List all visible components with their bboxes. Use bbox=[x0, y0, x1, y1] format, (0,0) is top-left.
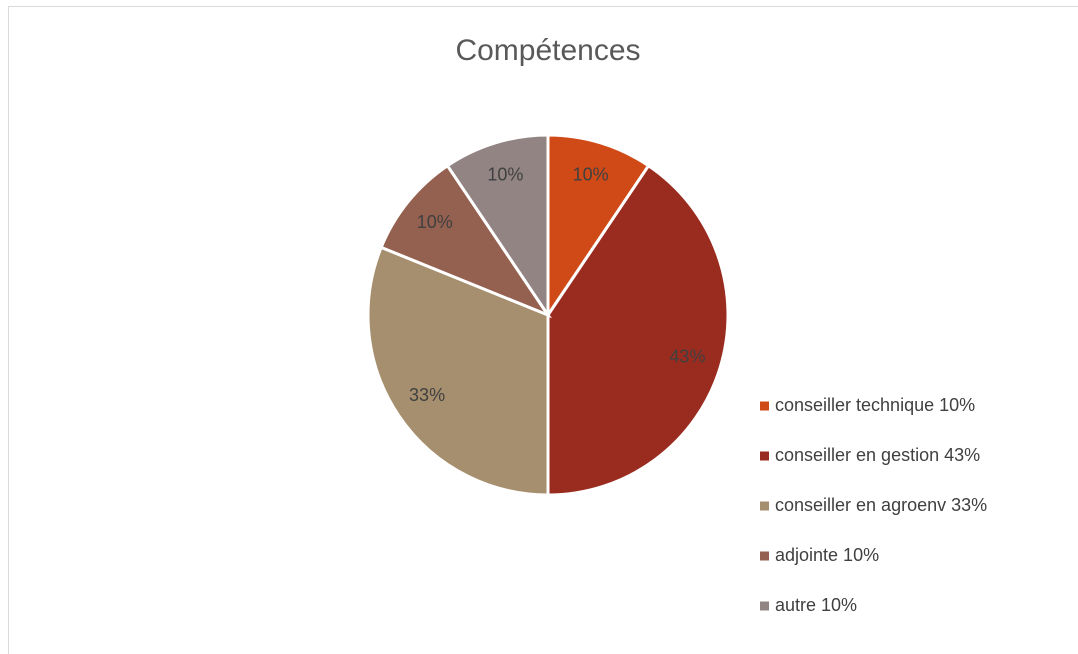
pie-slice bbox=[379, 163, 552, 319]
data-label: 10% bbox=[487, 164, 523, 184]
pie-slice bbox=[546, 163, 730, 497]
legend-swatch bbox=[760, 601, 769, 611]
legend-swatch bbox=[760, 451, 769, 461]
legend-swatch bbox=[760, 501, 769, 511]
legend-label: conseiller en agroenv 33% bbox=[775, 495, 987, 515]
legend-swatch bbox=[760, 401, 769, 411]
pie-slice bbox=[546, 133, 651, 320]
data-label: 10% bbox=[417, 212, 453, 232]
data-label: 33% bbox=[409, 385, 445, 405]
legend-swatch bbox=[760, 551, 769, 561]
legend-label: autre 10% bbox=[775, 595, 857, 615]
data-label: 10% bbox=[573, 164, 609, 184]
legend-label: adjointe 10% bbox=[775, 545, 879, 565]
data-label: 43% bbox=[669, 346, 705, 366]
pie-slice bbox=[366, 245, 550, 497]
legend-label: conseiller technique 10% bbox=[775, 395, 975, 415]
chart-title: Compétences bbox=[455, 34, 640, 67]
pie-slice bbox=[445, 133, 550, 320]
legend-label: conseiller en gestion 43% bbox=[775, 445, 980, 465]
